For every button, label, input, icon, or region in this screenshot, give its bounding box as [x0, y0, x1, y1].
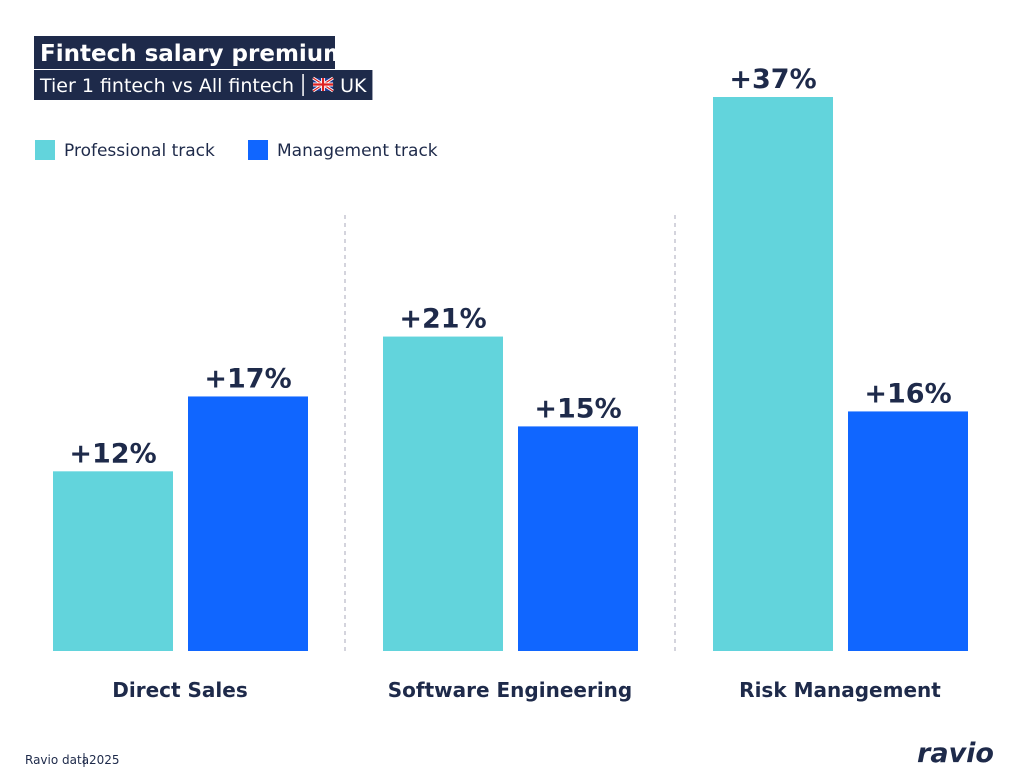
value-label: +12%	[69, 438, 156, 469]
legend-label: Professional track	[64, 141, 215, 161]
x-tick-label: Software Engineering	[388, 678, 632, 702]
source: Ravio data	[25, 753, 89, 767]
chart-title: Fintech salary premium	[40, 41, 347, 67]
legend-swatch	[248, 140, 268, 160]
brand-logo: ravio	[917, 738, 994, 769]
value-label: +16%	[864, 378, 951, 409]
bar	[713, 97, 833, 651]
value-label: +37%	[729, 64, 816, 95]
year: 2025	[89, 753, 120, 767]
chart-subtitle: Tier 1 fintech vs All fintech	[39, 75, 294, 97]
title-box	[34, 36, 335, 69]
value-label: +15%	[534, 393, 621, 424]
value-label: +21%	[399, 304, 486, 335]
legend-label: Management track	[277, 141, 438, 161]
x-tick-label: Risk Management	[739, 678, 941, 702]
bar	[188, 396, 308, 651]
legend-swatch	[35, 140, 55, 160]
x-tick-label: Direct Sales	[112, 678, 248, 702]
chart-region: UK	[340, 75, 367, 97]
bar	[848, 411, 968, 651]
uk-flag	[312, 76, 334, 93]
bar	[53, 471, 173, 651]
bar	[383, 336, 503, 651]
bar	[518, 426, 638, 651]
value-label: +17%	[204, 363, 291, 394]
